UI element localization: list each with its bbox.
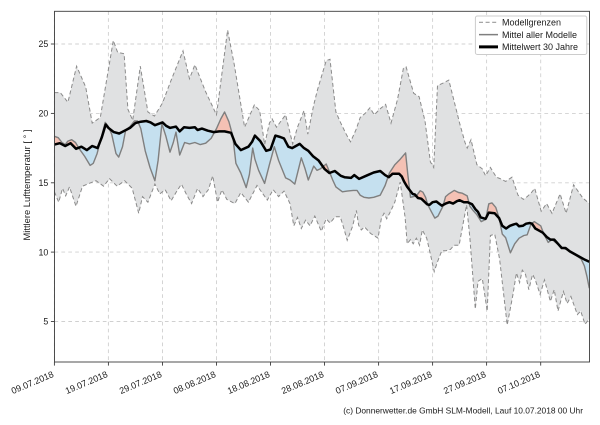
svg-text:Mittel aller Modelle: Mittel aller Modelle bbox=[502, 30, 577, 40]
svg-text:5: 5 bbox=[43, 317, 48, 327]
svg-text:10: 10 bbox=[39, 247, 49, 257]
svg-text:15: 15 bbox=[39, 178, 49, 188]
svg-text:Modellgrenzen: Modellgrenzen bbox=[502, 18, 561, 28]
svg-text:(c) Donnerwetter.de GmbH SLM-M: (c) Donnerwetter.de GmbH SLM-Modell, Lau… bbox=[343, 405, 583, 415]
svg-text:25: 25 bbox=[39, 39, 49, 49]
svg-text:20: 20 bbox=[39, 109, 49, 119]
svg-text:Mittlere Lufttemperatur [ ° ]: Mittlere Lufttemperatur [ ° ] bbox=[21, 129, 32, 240]
svg-text:Mittelwert 30 Jahre: Mittelwert 30 Jahre bbox=[502, 42, 578, 52]
